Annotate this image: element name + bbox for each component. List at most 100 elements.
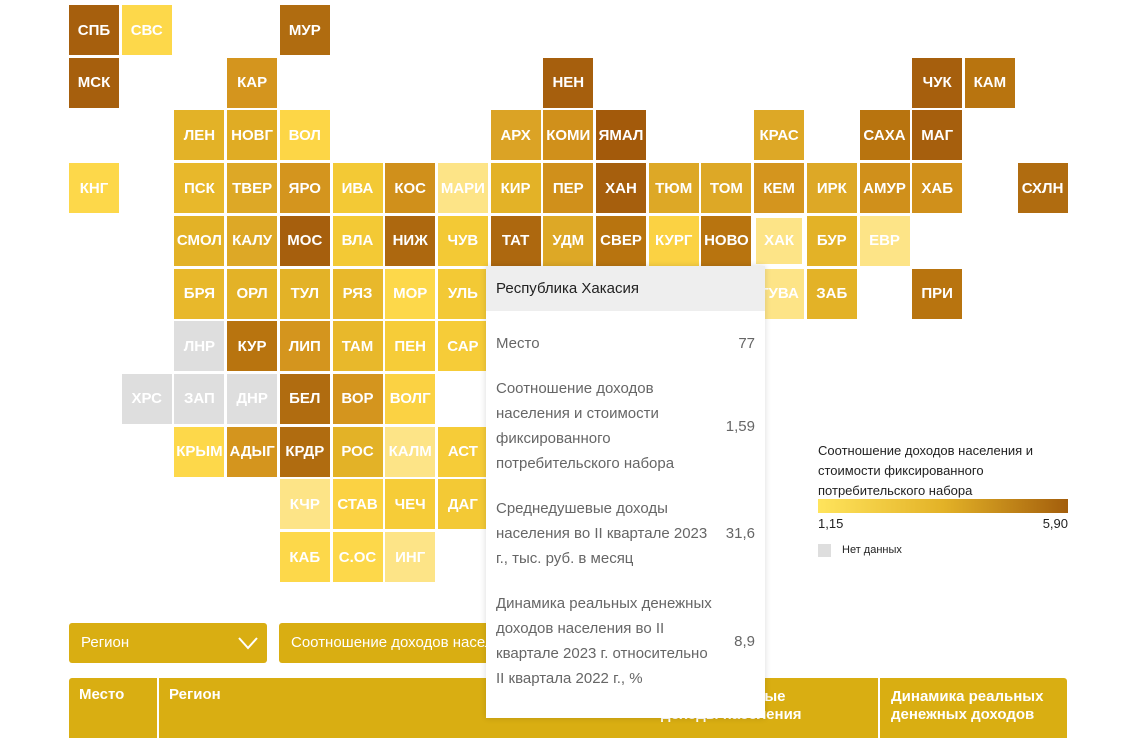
region-tile[interactable]: ХАК — [754, 215, 805, 266]
region-tile[interactable]: МОС — [279, 215, 330, 266]
region-tile[interactable]: БРЯ — [174, 268, 225, 319]
region-tile[interactable]: АРХ — [490, 110, 541, 161]
region-tile[interactable]: КРДР — [279, 426, 330, 477]
region-tile[interactable]: ИРК — [806, 163, 857, 214]
region-tile[interactable]: РЯЗ — [332, 268, 383, 319]
region-tile[interactable]: КНГ — [69, 163, 119, 214]
region-tile[interactable]: РОС — [332, 426, 383, 477]
region-tile[interactable]: КЧР — [279, 479, 330, 530]
region-tile[interactable]: СМОЛ — [174, 215, 225, 266]
region-tile[interactable]: КИР — [490, 163, 541, 214]
region-tile[interactable]: СХЛН — [1017, 163, 1068, 214]
region-tile[interactable]: АМУР — [859, 163, 910, 214]
region-tile[interactable]: ВОЛГ — [385, 373, 436, 424]
tooltip-row: Динамика реальных денежных доходов насел… — [486, 591, 765, 691]
region-tile[interactable]: СВЕР — [596, 215, 646, 266]
region-tile[interactable]: ПЕР — [543, 163, 594, 214]
region-tile[interactable]: КАМ — [964, 57, 1015, 108]
region-tile[interactable]: БЕЛ — [279, 373, 330, 424]
header-cell: Место — [79, 686, 125, 703]
legend-title: Соотношение доходов населения и стоимост… — [818, 443, 1034, 498]
region-tile[interactable]: МАРИ — [437, 163, 488, 214]
tooltip-value: 77 — [738, 335, 755, 352]
region-tile[interactable]: НИЖ — [385, 215, 436, 266]
region-tile[interactable]: ВОЛ — [279, 110, 330, 161]
tooltip-label: Динамика реальных денежных доходов насел… — [496, 595, 712, 687]
region-tile[interactable]: ИВА — [332, 163, 383, 214]
tooltip-value: 1,59 — [725, 417, 755, 435]
region-tile[interactable]: ТУЛ — [279, 268, 330, 319]
region-tile[interactable]: ХАН — [596, 163, 646, 214]
tooltip-row: Соотношение доходов населения и стоимост… — [486, 376, 765, 476]
region-tile[interactable]: КУР — [227, 321, 278, 372]
region-tile[interactable]: АСТ — [437, 426, 488, 477]
region-tile[interactable]: СТАВ — [332, 479, 383, 530]
region-tile[interactable]: КАБ — [279, 532, 330, 582]
region-dropdown[interactable]: Регион — [69, 623, 267, 663]
region-tile[interactable]: КУРГ — [648, 215, 699, 266]
region-tile[interactable]: КРЫМ — [174, 426, 225, 477]
region-tile[interactable]: ХРС — [121, 373, 172, 424]
region-tile[interactable]: МУР — [279, 5, 330, 55]
legend-max: 5,90 — [1042, 516, 1068, 531]
chevron — [238, 637, 258, 650]
tooltip-row: Среднедушевые доходы населения во II ква… — [486, 496, 765, 571]
region-tile[interactable]: ПСК — [174, 163, 225, 214]
region-tile[interactable]: ТОМ — [701, 163, 752, 214]
region-tile[interactable]: ЛЕН — [174, 110, 225, 161]
region-tile[interactable]: ТАМ — [332, 321, 383, 372]
region-tile[interactable]: ЗАП — [174, 373, 225, 424]
region-tile[interactable]: ЧУК — [912, 57, 963, 108]
region-tile[interactable]: КАЛМ — [385, 426, 436, 477]
region-tile[interactable]: КЕМ — [754, 163, 805, 214]
no-data-label: Нет данных — [842, 544, 902, 556]
region-tile[interactable]: ОРЛ — [227, 268, 278, 319]
region-tile[interactable]: КРАС — [754, 110, 805, 161]
region-tile[interactable]: КОС — [385, 163, 436, 214]
region-tile[interactable]: ЛНР — [174, 321, 225, 372]
region-tile[interactable]: СПБ — [69, 5, 119, 55]
region-tile[interactable]: ВОР — [332, 373, 383, 424]
region-tile[interactable]: ТЮМ — [648, 163, 699, 214]
region-tile[interactable]: ХАБ — [912, 163, 963, 214]
region-tile[interactable]: ПРИ — [912, 268, 963, 319]
region-tile[interactable]: МСК — [69, 57, 119, 108]
region-tile[interactable]: ВЛА — [332, 215, 383, 266]
region-tile[interactable]: ЯРО — [279, 163, 330, 214]
region-tile[interactable]: С.ОС — [332, 532, 383, 582]
region-tile[interactable]: ЛИП — [279, 321, 330, 372]
header-cell: Регион — [169, 686, 221, 703]
region-tile[interactable]: СВС — [121, 5, 172, 55]
region-tile[interactable]: УДМ — [543, 215, 594, 266]
region-tile[interactable]: ТАТ — [490, 215, 541, 266]
region-tile[interactable]: ЧУВ — [437, 215, 488, 266]
region-tile[interactable]: ЧЕЧ — [385, 479, 436, 530]
region-tile[interactable]: УЛЬ — [437, 268, 488, 319]
region-tile[interactable]: КОМИ — [543, 110, 594, 161]
tooltip-label: Место — [496, 335, 540, 352]
region-tile[interactable]: ДАГ — [437, 479, 488, 530]
tooltip-title: Республика Хакасия — [486, 266, 765, 311]
region-tile[interactable]: КАР — [227, 57, 278, 108]
region-tile[interactable]: ТВЕР — [227, 163, 278, 214]
region-tile[interactable]: ЕВР — [859, 215, 910, 266]
tooltip-label: Соотношение доходов населения и стоимост… — [496, 380, 675, 472]
region-tile[interactable]: ДНР — [227, 373, 278, 424]
region-tile[interactable]: ПЕН — [385, 321, 436, 372]
region-tile[interactable]: НЕН — [543, 57, 594, 108]
region-tile[interactable]: САХА — [859, 110, 910, 161]
region-tile[interactable]: НОВГ — [227, 110, 278, 161]
tooltip-label: Среднедушевые доходы населения во II ква… — [496, 500, 708, 567]
header-cell: Динамика реальных денежных доходов — [891, 688, 1044, 723]
region-tile[interactable]: МАГ — [912, 110, 963, 161]
tooltip: Республика Хакасия Место 77 Соотношение до… — [486, 266, 765, 718]
region-tile[interactable]: БУР — [806, 215, 857, 266]
region-tile[interactable]: ЯМАЛ — [596, 110, 646, 161]
region-tile[interactable]: АДЫГ — [227, 426, 278, 477]
region-tile[interactable]: ЗАБ — [806, 268, 857, 319]
region-tile[interactable]: САР — [437, 321, 488, 372]
region-tile[interactable]: МОР — [385, 268, 436, 319]
region-tile[interactable]: НОВО — [701, 215, 752, 266]
region-tile[interactable]: ИНГ — [385, 532, 436, 582]
region-tile[interactable]: КАЛУ — [227, 215, 278, 266]
